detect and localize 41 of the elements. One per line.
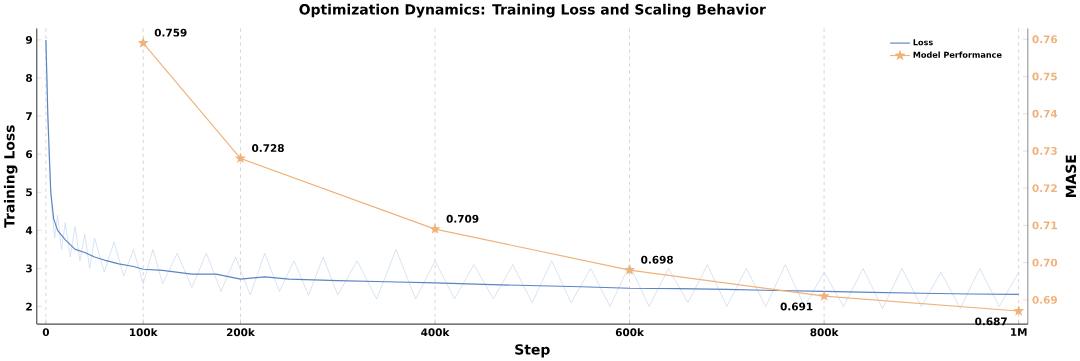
data-label: 0.709 [446,214,479,223]
y-tick-label: 9 [25,35,33,44]
point [429,223,441,234]
y2-tick-label: 0.71 [1032,221,1057,230]
x-tick-label: 1M [1011,328,1027,336]
y-tick-label: 4 [25,226,33,235]
x-tick-label: 600k [615,328,645,337]
chart-title: Optimization Dynamics: Training Loss and Scaling Behavior [299,3,766,18]
point [234,152,246,163]
y2-tick-label: 0.75 [1032,72,1057,81]
data-label: 0.698 [641,255,673,264]
x-axis-title: Step [515,344,550,358]
legend-label: Model Performance [913,51,1002,58]
y-tick-label: 3 [26,264,32,273]
x-tick-label: 200k [226,328,256,337]
x-tick-label: 0 [42,328,50,336]
data-label: 0.728 [252,143,284,152]
x-tick-label: 100k [130,328,158,337]
y2-tick-label: 0.72 [1032,184,1057,192]
legend-label: Loss [913,39,933,46]
point [624,264,636,275]
y2-tick-label: 0.70 [1032,258,1058,267]
y-tick-label: 5 [26,188,32,197]
point [818,290,830,301]
y2-tick-label: 0.76 [1032,35,1058,44]
y-tick-label: 2 [26,302,32,311]
y2-axis-title: MASE [1065,155,1077,197]
data-label: 0.691 [780,302,813,311]
y2-tick-label: 0.74 [1032,109,1058,118]
x-tick-label: 400k [421,328,450,337]
y-tick-label: 6 [26,150,33,158]
y2-tick-label: 0.69 [1032,295,1057,304]
data-label: 0.759 [154,28,187,37]
point [137,37,149,48]
y-axis-title: Training Loss [3,125,18,228]
x-tick-label: 800k [810,328,839,337]
y-tick-label: 8 [26,73,33,82]
y-tick-label: 7 [26,112,32,120]
data-label: 0.687 [975,317,1007,326]
y2-tick-label: 0.73 [1032,146,1057,155]
point [1013,305,1025,316]
